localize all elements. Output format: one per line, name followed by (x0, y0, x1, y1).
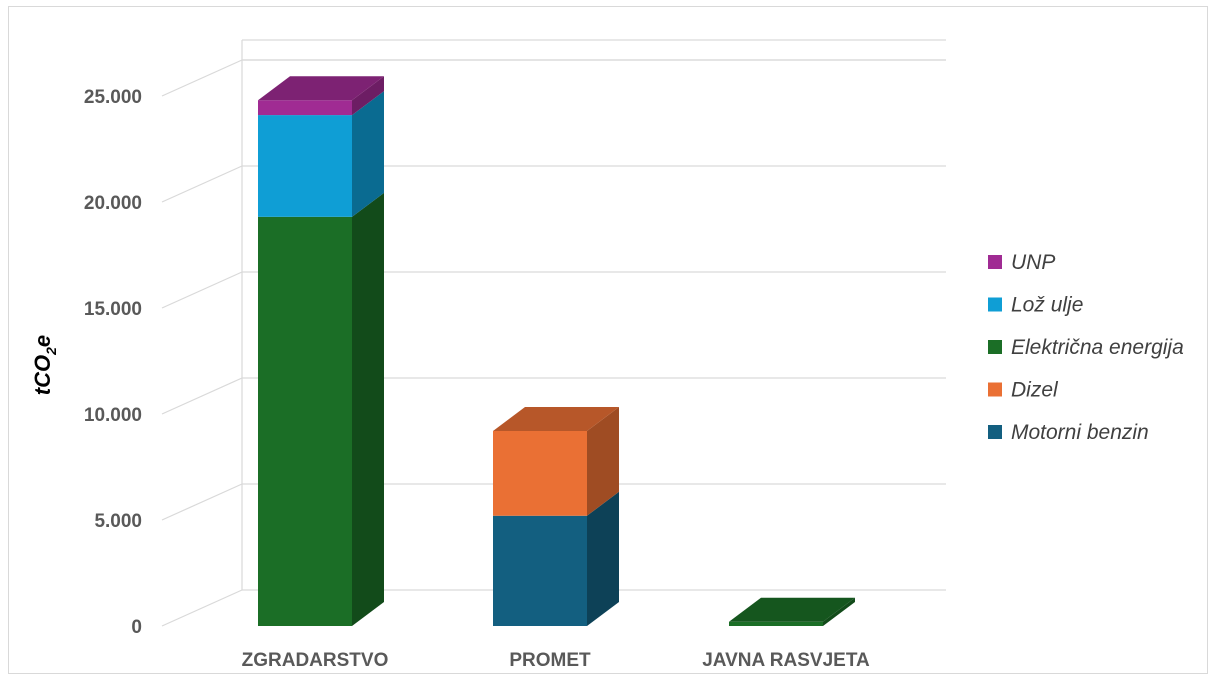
legend-swatch (988, 255, 1002, 269)
legend-swatch (988, 340, 1002, 354)
y-axis-label: tCO2e (30, 335, 59, 395)
legend-swatch (988, 297, 1002, 312)
bar-front (258, 216, 352, 626)
bar-segment (729, 597, 855, 626)
bar-top (258, 76, 384, 101)
legend-swatch (988, 425, 1002, 439)
bar-side (587, 406, 619, 516)
gridline-depth (161, 377, 243, 415)
legend-swatch (988, 382, 1002, 397)
gridline-depth (161, 165, 243, 203)
y-axis-ticks: 0 5.000 10.000 15.000 20.000 25.000 (84, 87, 142, 638)
x-category-label: ZGRADARSTVO (242, 650, 389, 671)
y-tick-label: 20.000 (84, 193, 142, 214)
y-tick-label: 15.000 (84, 299, 142, 320)
legend-label: UNP (1011, 251, 1055, 274)
gridline-depth (161, 483, 243, 521)
bar-top (493, 406, 619, 431)
bar-side (352, 91, 384, 217)
bar-front (493, 430, 587, 516)
bar-front (258, 115, 352, 217)
bar-side (352, 192, 384, 626)
bar-segment (258, 91, 384, 217)
x-category-label: JAVNA RASVJETA (702, 650, 870, 671)
bar-side (352, 76, 384, 116)
bar-top (729, 597, 855, 622)
legend-item: Lož ulje (988, 294, 1083, 317)
bar-segment (258, 76, 384, 116)
x-category-label: PROMET (509, 650, 591, 671)
gridline-depth (161, 271, 243, 309)
y-tick-label: 5.000 (94, 511, 142, 532)
legend-item: Električna energija (988, 336, 1184, 359)
bar-side (587, 491, 619, 626)
legend-label: Lož ulje (1011, 294, 1083, 317)
legend-item: UNP (988, 251, 1055, 274)
x-axis-categories: ZGRADARSTVO PROMET JAVNA RASVJETA (242, 650, 870, 671)
legend-item: Dizel (988, 379, 1059, 402)
legend-label: Električna energija (1011, 336, 1184, 359)
gridline-depth (161, 59, 243, 97)
gridline-depth (161, 589, 243, 627)
y-tick-label: 0 (131, 617, 142, 638)
legend-label: Motorni benzin (1011, 421, 1149, 444)
bar-side (823, 597, 855, 626)
bar-segment (258, 192, 384, 626)
y-tick-label: 25.000 (84, 87, 142, 108)
bar-segment (493, 491, 619, 626)
legend: UNP Lož ulje Električna energija Dizel Motor… (988, 251, 1184, 444)
bars (258, 76, 855, 626)
y-tick-label: 10.000 (84, 405, 142, 426)
bar-front (258, 100, 352, 116)
bar-segment (493, 406, 619, 516)
legend-label: Dizel (1011, 379, 1059, 402)
legend-item: Motorni benzin (988, 421, 1149, 444)
bar-front (493, 515, 587, 626)
bar-front (729, 621, 823, 626)
